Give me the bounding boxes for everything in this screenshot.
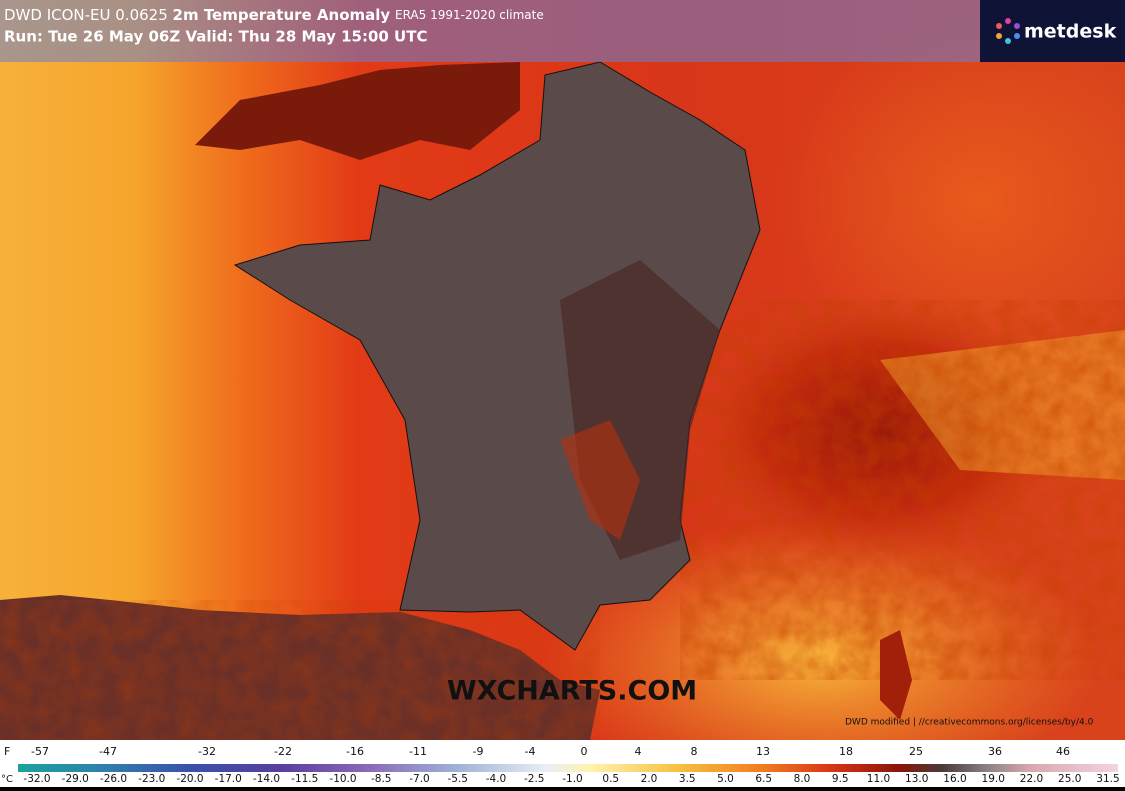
f-label: -16	[346, 745, 364, 758]
c-label: -17.0	[215, 773, 242, 785]
c-label: 22.0	[1020, 773, 1043, 785]
c-label: 6.5	[755, 773, 772, 785]
f-label: 18	[839, 745, 853, 758]
c-label: 31.5	[1096, 773, 1119, 785]
c-label: -20.0	[176, 773, 203, 785]
f-label: 36	[988, 745, 1002, 758]
c-unit: °C	[1, 774, 13, 785]
model: DWD ICON-EU 0.0625	[4, 6, 168, 24]
c-label: -23.0	[138, 773, 165, 785]
c-label: -2.5	[524, 773, 545, 785]
logo-icon	[996, 18, 1020, 44]
header-band	[0, 0, 1125, 62]
c-label: -32.0	[23, 773, 50, 785]
f-label: -57	[31, 745, 49, 758]
c-label: -29.0	[62, 773, 89, 785]
c-label: 13.0	[905, 773, 928, 785]
c-label: -1.0	[562, 773, 583, 785]
c-label: -11.5	[291, 773, 318, 785]
c-label: 9.5	[832, 773, 849, 785]
f-label: -47	[99, 745, 117, 758]
f-label: -22	[274, 745, 292, 758]
c-label: 2.0	[641, 773, 658, 785]
c-label: -7.0	[409, 773, 430, 785]
header-line-1: DWD ICON-EU 0.0625 2m Temperature Anomal…	[4, 6, 544, 24]
c-label: 11.0	[867, 773, 890, 785]
c-label: 5.0	[717, 773, 734, 785]
c-label: -5.5	[448, 773, 469, 785]
logo-box	[980, 0, 1125, 62]
c-label: -10.0	[329, 773, 356, 785]
colorbar	[18, 764, 1118, 772]
f-label: 25	[909, 745, 923, 758]
c-label: -14.0	[253, 773, 280, 785]
run-line: Run: Tue 26 May 06Z Valid: Thu 28 May 15…	[4, 28, 427, 46]
central-europe	[780, 20, 1125, 380]
c-label: -4.0	[486, 773, 507, 785]
f-label: -4	[525, 745, 536, 758]
title: 2m Temperature Anomaly	[173, 6, 391, 24]
c-labels: -32.0 -29.0 -26.0 -23.0 -20.0 -17.0 -14.0 -11.5…	[23, 773, 1119, 785]
climate: ERA5 1991-2020 climate	[395, 8, 544, 22]
c-label: 3.5	[679, 773, 696, 785]
f-labels: -57 -47 -32 -22 -16 -11 -9 -4 0 4 8 13 18 25 36 46	[31, 745, 1070, 758]
c-label: 8.0	[794, 773, 811, 785]
britain	[195, 62, 520, 160]
c-label: -26.0	[100, 773, 127, 785]
f-label: -32	[198, 745, 216, 758]
f-label: 46	[1056, 745, 1070, 758]
c-label: -8.5	[371, 773, 392, 785]
f-label: 4	[635, 745, 642, 758]
c-label: 19.0	[982, 773, 1005, 785]
watermark: WXCHARTS.COM	[447, 676, 697, 707]
spain-texture	[0, 600, 600, 740]
f-unit: F	[4, 745, 10, 758]
f-label: 13	[756, 745, 770, 758]
credit: DWD modified | //creativecommons.org/lic…	[845, 718, 1094, 728]
c-label: 16.0	[943, 773, 966, 785]
f-label: 8	[691, 745, 698, 758]
corsica	[880, 630, 912, 720]
f-label: 0	[581, 745, 588, 758]
legend-bg	[0, 740, 1125, 787]
f-label: -11	[409, 745, 427, 758]
massif-central	[560, 420, 640, 540]
c-label: 25.0	[1058, 773, 1081, 785]
logo-text: metdesk	[1024, 21, 1117, 43]
c-label: 0.5	[602, 773, 619, 785]
f-label: -9	[473, 745, 484, 758]
alps-texture	[680, 300, 1125, 680]
